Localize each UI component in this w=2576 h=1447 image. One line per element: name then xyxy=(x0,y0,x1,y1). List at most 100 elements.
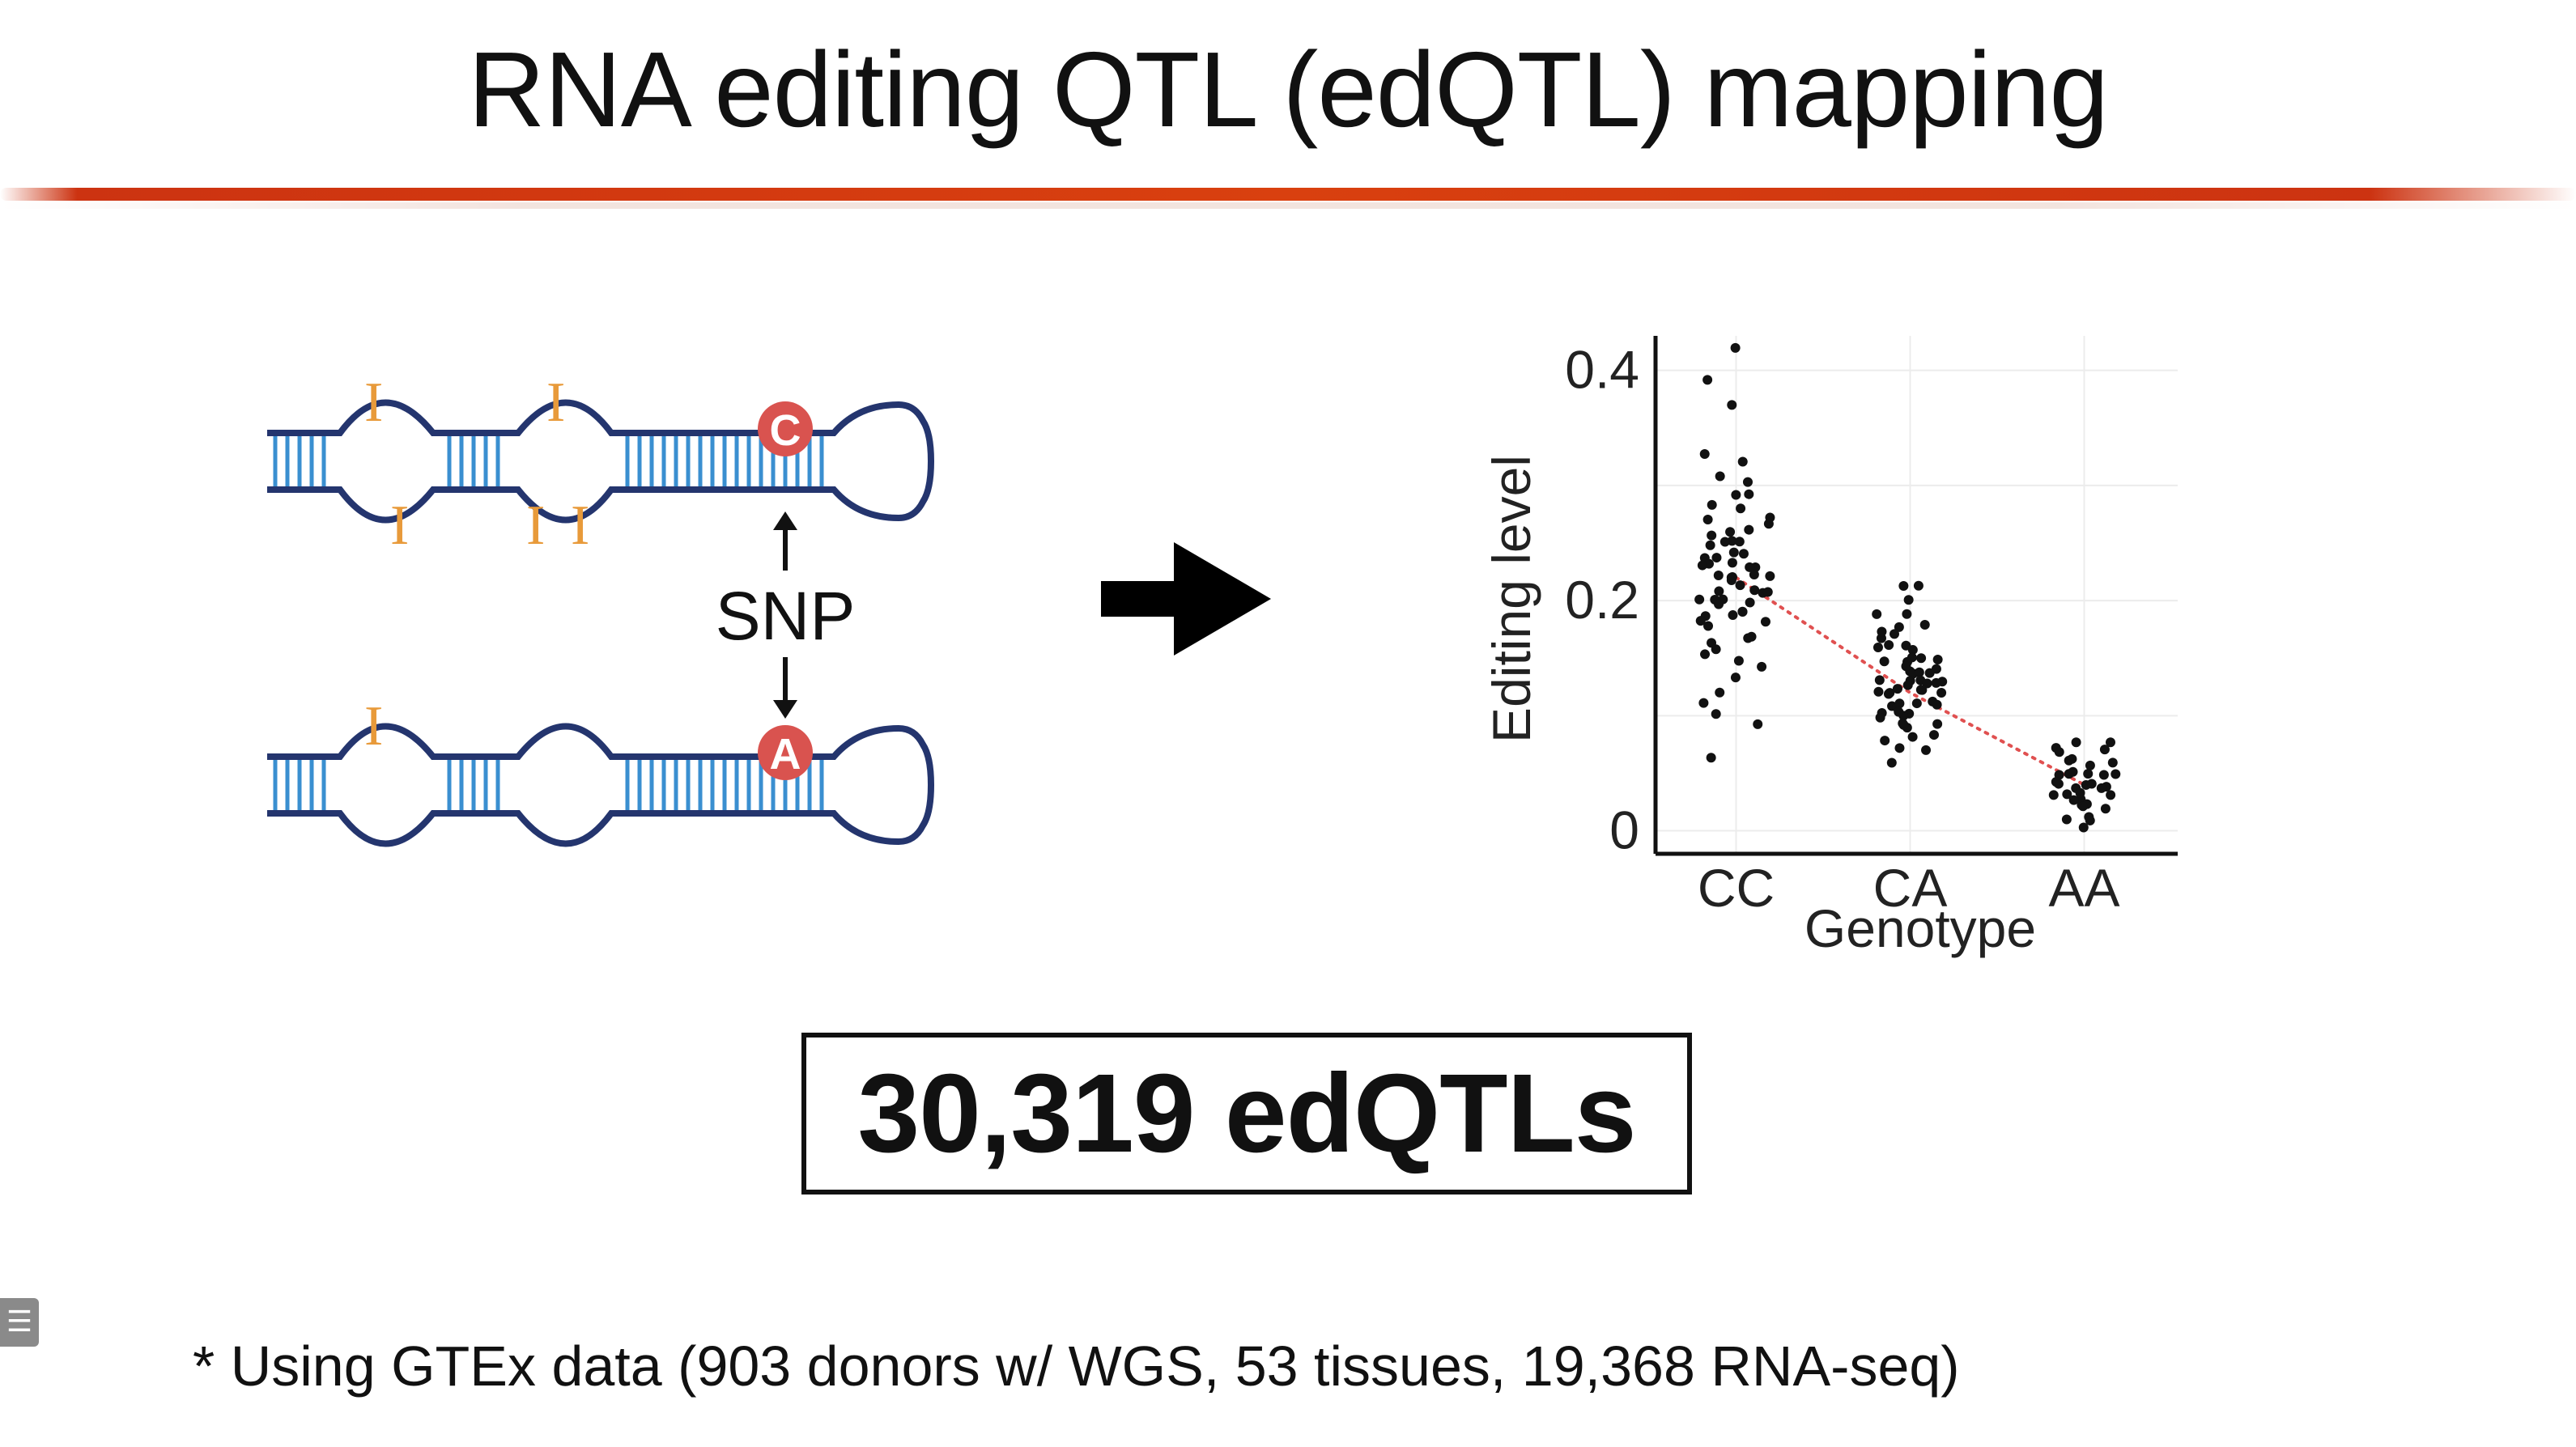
data-point-aa xyxy=(2105,737,2115,748)
data-point-cc xyxy=(1707,530,1717,541)
chart-trend-line xyxy=(1734,575,2086,787)
data-point-ca xyxy=(1902,609,1912,619)
data-point-cc xyxy=(1765,571,1775,581)
bottom-stem-bars xyxy=(273,757,824,813)
top-base-circle xyxy=(758,401,813,456)
data-point-aa xyxy=(2068,766,2078,777)
top-stem-bars xyxy=(273,433,824,490)
data-point-cc xyxy=(1749,569,1759,579)
data-point-cc xyxy=(1702,375,1713,385)
x-axis-label: Genotype xyxy=(1804,898,2036,958)
data-point-aa xyxy=(2085,815,2095,825)
data-point-cc xyxy=(1745,597,1755,608)
edit-mark-5: I xyxy=(571,494,589,557)
data-point-cc xyxy=(1730,673,1741,683)
data-point-ca xyxy=(1883,689,1894,699)
bottom-hairpin: I A xyxy=(267,695,935,847)
top-base-label: C xyxy=(770,406,801,455)
data-point-cc xyxy=(1745,562,1755,572)
data-point-cc xyxy=(1735,580,1745,591)
data-point-aa xyxy=(2086,779,2097,789)
data-point-ca xyxy=(1880,736,1890,746)
data-point-cc xyxy=(1713,571,1724,581)
data-point-ca xyxy=(1894,622,1904,632)
data-point-aa xyxy=(2078,822,2089,833)
data-point-aa xyxy=(2048,790,2059,800)
data-point-cc xyxy=(1753,719,1763,729)
data-point-cc xyxy=(1744,524,1754,535)
data-point-ca xyxy=(1932,699,1942,710)
data-point-cc xyxy=(1727,572,1737,583)
y-tick-label: 0.4 xyxy=(1565,340,1639,400)
data-point-cc xyxy=(1733,656,1744,666)
menu-icon: ☰ xyxy=(6,1305,33,1339)
data-point-aa xyxy=(2051,777,2061,787)
data-point-ca xyxy=(1894,707,1904,717)
data-point-cc xyxy=(1765,512,1775,523)
snp-indicator: SNP xyxy=(716,511,856,719)
data-point-cc xyxy=(1703,621,1714,631)
data-point-ca xyxy=(1894,743,1905,753)
data-point-cc xyxy=(1715,687,1725,698)
data-point-cc xyxy=(1728,547,1739,558)
chart-points xyxy=(1694,342,2121,833)
data-point-cc xyxy=(1714,599,1724,609)
x-tick-label-aa: AA xyxy=(2048,858,2119,918)
data-point-ca xyxy=(1898,718,1908,728)
data-point-ca xyxy=(1931,677,1941,688)
slide-menu-button[interactable]: ☰ xyxy=(0,1298,39,1347)
data-point-ca xyxy=(1913,580,1923,591)
snp-label: SNP xyxy=(716,578,856,654)
data-point-ca xyxy=(1919,619,1930,630)
rna-hairpin-diagram: I I I I I C SNP xyxy=(267,371,935,847)
data-point-cc xyxy=(1700,649,1711,660)
data-point-cc xyxy=(1707,638,1717,648)
data-point-cc xyxy=(1737,607,1748,617)
edqtl-count-box: 30,319 edQTLs xyxy=(801,1033,1692,1195)
data-point-ca xyxy=(1872,643,1883,653)
data-point-aa xyxy=(2106,790,2116,800)
data-point-ca xyxy=(1911,698,1922,709)
right-arrow-icon xyxy=(1101,542,1271,656)
x-tick-label-ca: CA xyxy=(1873,858,1948,918)
chart-grid xyxy=(1656,336,2178,854)
x-tick-labels: CC CA AA xyxy=(1698,858,2120,918)
data-point-ca xyxy=(1928,730,1939,740)
data-point-cc xyxy=(1715,471,1725,482)
data-point-ca xyxy=(1898,580,1909,591)
data-point-cc xyxy=(1727,400,1737,410)
data-point-ca xyxy=(1877,626,1887,637)
y-tick-label: 0.2 xyxy=(1565,570,1639,630)
data-point-cc xyxy=(1719,537,1730,547)
data-point-aa xyxy=(2085,760,2095,770)
data-point-cc xyxy=(1725,527,1736,537)
data-point-aa xyxy=(2071,737,2081,748)
data-point-aa xyxy=(2061,814,2072,825)
bottom-base-circle xyxy=(758,725,813,780)
data-point-ca xyxy=(1917,685,1928,695)
data-point-cc xyxy=(1702,514,1713,524)
data-point-aa xyxy=(2096,783,2106,793)
slide-title: RNA editing QTL (edQTL) mapping xyxy=(468,30,2109,149)
bottom-base-label: A xyxy=(770,730,801,779)
data-point-aa xyxy=(2075,787,2085,798)
data-point-cc xyxy=(1737,456,1748,467)
data-point-ca xyxy=(1886,757,1897,768)
y-tick-label: 0 xyxy=(1609,800,1639,860)
y-axis-label: Editing level xyxy=(1481,455,1541,743)
data-point-cc xyxy=(1731,490,1741,500)
data-point-ca xyxy=(1914,667,1924,677)
x-tick-label-cc: CC xyxy=(1698,858,1775,918)
data-point-cc xyxy=(1698,698,1709,708)
edit-mark-3: I xyxy=(390,494,409,557)
y-tick-labels: 0 0.2 0.4 xyxy=(1565,340,1639,860)
title-divider-shadow xyxy=(0,202,2576,209)
trend-line xyxy=(1734,575,2086,787)
data-point-ca xyxy=(1873,686,1884,697)
data-point-aa xyxy=(2067,753,2077,764)
data-point-ca xyxy=(1874,675,1885,685)
edit-mark-6: I xyxy=(364,695,383,757)
data-point-cc xyxy=(1742,477,1753,487)
data-point-ca xyxy=(1879,656,1889,667)
